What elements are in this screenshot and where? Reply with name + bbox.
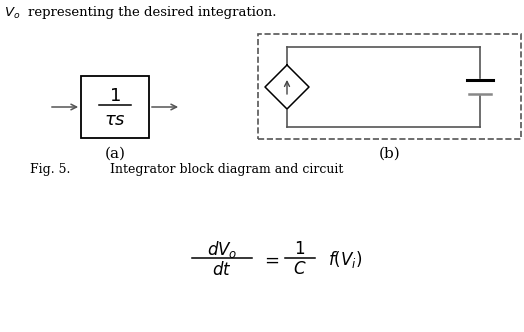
Text: Fig. 5.: Fig. 5. (30, 162, 70, 176)
Text: $dt$: $dt$ (212, 261, 232, 279)
Text: $=$: $=$ (260, 251, 279, 269)
Text: Integrator block diagram and circuit: Integrator block diagram and circuit (110, 162, 343, 176)
Bar (258, 34, 521, 139)
Text: $\tau s$: $\tau s$ (104, 111, 126, 129)
Text: representing the desired integration.: representing the desired integration. (28, 6, 277, 19)
Text: $V_o$: $V_o$ (4, 6, 20, 21)
Text: (b): (b) (379, 147, 400, 161)
Text: $dV_o$: $dV_o$ (207, 239, 237, 261)
Text: $C$: $C$ (293, 262, 307, 279)
Text: $1$: $1$ (109, 87, 121, 105)
Polygon shape (265, 65, 309, 109)
Text: (a): (a) (104, 147, 126, 161)
Bar (81, 76, 149, 138)
Text: $f\left(V_i\right)$: $f\left(V_i\right)$ (328, 250, 362, 271)
Text: $1$: $1$ (294, 241, 305, 259)
